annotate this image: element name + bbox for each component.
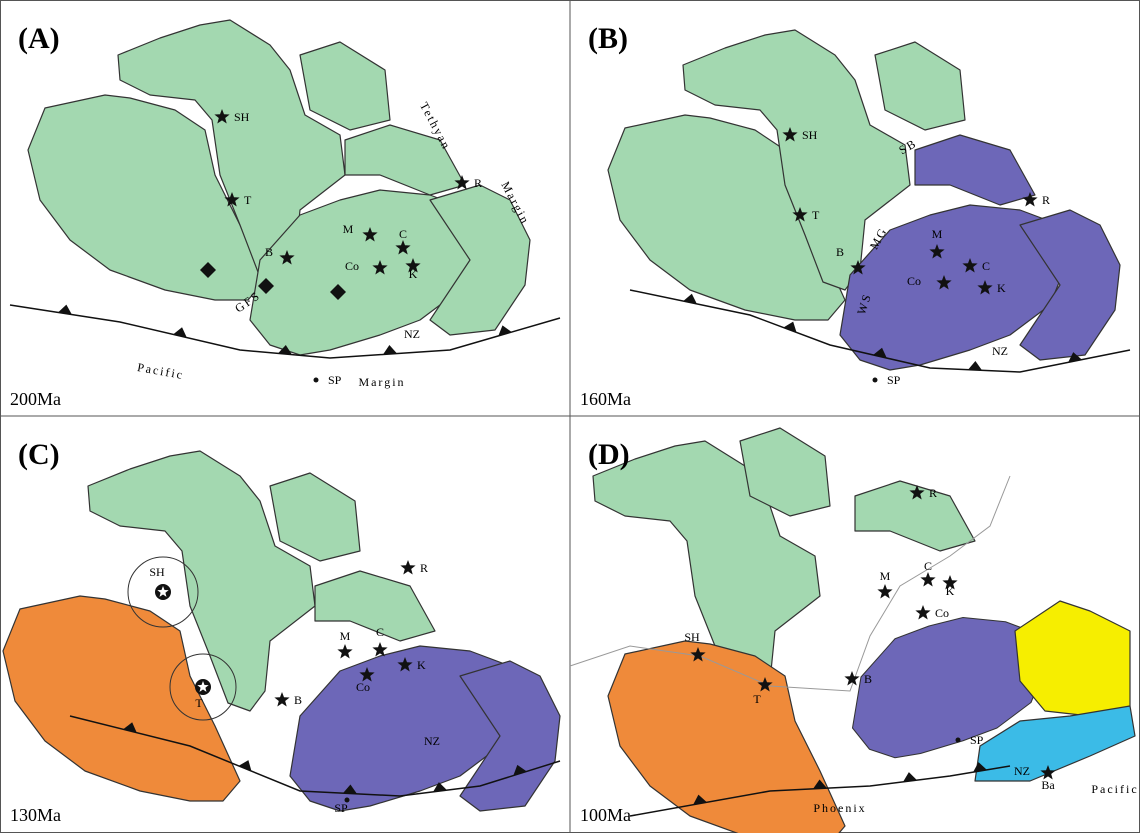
site-label: SH	[684, 630, 700, 644]
site-label: R	[1042, 193, 1050, 207]
site-label: C	[982, 259, 990, 273]
panel-label: (C)	[18, 438, 60, 471]
panel-label: (A)	[18, 22, 60, 55]
panel-label: (D)	[588, 438, 630, 471]
site-label: Ba	[1041, 778, 1055, 792]
age: 160Ma	[580, 389, 631, 409]
site-label: T	[244, 193, 252, 207]
age: 200Ma	[10, 389, 61, 409]
site-label: C	[399, 227, 407, 241]
site-label: B	[836, 245, 844, 259]
site-label: NZ	[404, 327, 420, 341]
site-star	[400, 560, 415, 575]
site-label: NZ	[424, 734, 440, 748]
site-label: K	[997, 281, 1006, 295]
subduction-tooth	[683, 294, 697, 304]
site-label: K	[409, 267, 418, 281]
site-label: T	[195, 696, 203, 710]
panel-label: (B)	[588, 22, 628, 55]
site-label: R	[420, 561, 428, 575]
site-label: NZ	[1014, 764, 1030, 778]
site-label: Co	[935, 606, 949, 620]
arabia	[875, 42, 965, 130]
arabia	[270, 473, 360, 561]
site-star	[877, 584, 892, 599]
subduction-tooth	[783, 322, 796, 333]
subduction-tooth	[383, 345, 397, 354]
site-label: SP	[887, 373, 901, 387]
site-star	[274, 692, 289, 707]
site-label: T	[812, 208, 820, 222]
site-label: M	[880, 569, 891, 583]
annotation: Margin	[358, 375, 405, 389]
site-dot	[314, 378, 319, 383]
site-label: C	[376, 625, 384, 639]
age: 130Ma	[10, 805, 61, 825]
site-label: SP	[970, 733, 984, 747]
site-label: K	[417, 658, 426, 672]
arabia	[300, 42, 390, 130]
annotation: Phoenix	[813, 801, 866, 815]
subduction-tooth	[968, 361, 982, 370]
site-label: SH	[802, 128, 818, 142]
site-label: Co	[907, 274, 921, 288]
site-label: NZ	[992, 344, 1008, 358]
site-label: T	[753, 692, 761, 706]
age: 100Ma	[580, 805, 631, 825]
site-label: M	[343, 222, 354, 236]
site-label: SP	[334, 801, 348, 815]
site-label: B	[864, 672, 872, 686]
site-label: M	[932, 227, 943, 241]
site-label: K	[946, 584, 955, 598]
site-label: Co	[356, 680, 370, 694]
site-label: R	[929, 486, 937, 500]
site-label: B	[265, 245, 273, 259]
site-star	[915, 605, 930, 620]
subduction-tooth	[239, 760, 252, 771]
site-label: Co	[345, 259, 359, 273]
site-label: C	[924, 559, 932, 573]
annotation: Pacific	[1091, 782, 1138, 796]
figure: (A)200MaSHTBMCCoKRNZSPTethyanMarginGFSPa…	[0, 0, 1140, 833]
panel-c: (C) 130Ma SH T B M C Co K R NZ SP	[3, 438, 560, 825]
site-label: SP	[328, 373, 342, 387]
site-label: R	[474, 176, 482, 190]
site-dot	[956, 738, 961, 743]
site-star	[844, 671, 859, 686]
india	[915, 135, 1035, 205]
site-label: M	[340, 629, 351, 643]
site-label: SH	[234, 110, 250, 124]
site-label: B	[294, 693, 302, 707]
south-america	[608, 641, 845, 833]
site-label: SH	[149, 565, 165, 579]
site-star	[920, 572, 935, 587]
site-star	[337, 644, 352, 659]
panel-d: (D) 100Ma SH T B M CK Co R SP NZ Ba Phoenix Pacific	[570, 428, 1139, 833]
site-dot	[873, 378, 878, 383]
annotation: Pacific	[136, 360, 185, 382]
